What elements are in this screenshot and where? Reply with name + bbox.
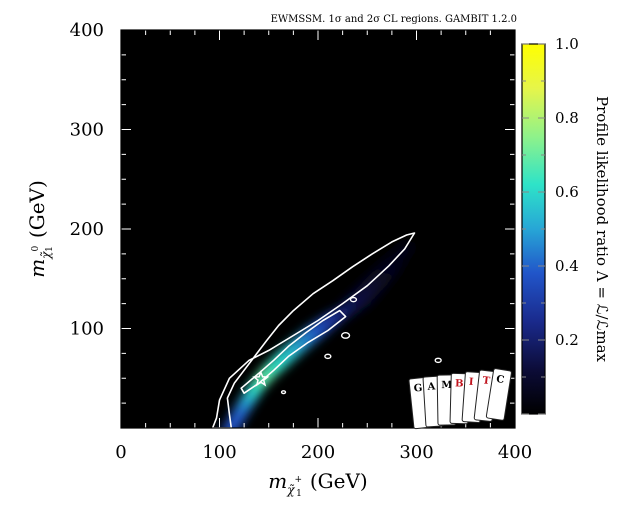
y-tick-label: 400: [70, 20, 104, 41]
y-tick-labels: 100 200 300 400: [70, 20, 104, 340]
logo-card: C: [485, 368, 512, 421]
svg-text:T: T: [482, 375, 491, 387]
colorbar-title: Profile likelihood ratio Λ = ℒ/ℒmax: [593, 96, 611, 362]
colorbar-ticks: 0.2 0.4 0.6 0.8 1.0: [522, 35, 579, 415]
x-tick-label: 100: [202, 442, 236, 463]
svg-text:M: M: [441, 380, 452, 391]
y-tick-label: 200: [70, 219, 104, 240]
contour-2sigma: [211, 232, 416, 428]
svg-text:I: I: [468, 377, 474, 388]
best-fit-star-marker: [252, 370, 270, 387]
plot-area: [121, 30, 515, 428]
axis-tick-marks: [120, 29, 516, 429]
x-tick-labels: 0 100 200 300 400: [115, 442, 532, 463]
svg-text:A: A: [426, 381, 436, 393]
y-tick-label: 100: [70, 319, 104, 340]
contour-1sigma: [240, 309, 347, 394]
contour-island: [349, 296, 358, 303]
contour-island: [340, 332, 351, 339]
plot-frame: [120, 29, 516, 429]
contour-island: [280, 390, 287, 395]
y-axis-title: mχ̃0 1(GeV): [25, 180, 55, 278]
colorbar-tick-label: 0.2: [555, 331, 579, 349]
x-axis-title: mχ̃+ 1(GeV): [268, 469, 367, 499]
y-tick-label: 300: [70, 120, 104, 141]
confidence-contours: [211, 232, 442, 428]
x-tick-label: 200: [301, 442, 335, 463]
svg-text:B: B: [455, 378, 464, 389]
svg-text:C: C: [495, 374, 505, 386]
contour-island: [434, 357, 442, 364]
colorbar-tick-label: 0.6: [555, 183, 579, 201]
x-tick-label: 0: [115, 442, 126, 463]
x-tick-label: 300: [399, 442, 433, 463]
contour-island: [324, 353, 332, 360]
colorbar-tick-label: 0.4: [555, 257, 579, 275]
svg-text:G: G: [413, 383, 423, 395]
x-tick-label: 400: [498, 442, 532, 463]
chart-annotation: EWMSSM. 1σ and 2σ CL regions. GAMBIT 1.2…: [271, 14, 517, 25]
colorbar-tick-label: 0.8: [555, 109, 579, 127]
colorbar-tick-label: 1.0: [555, 35, 579, 53]
